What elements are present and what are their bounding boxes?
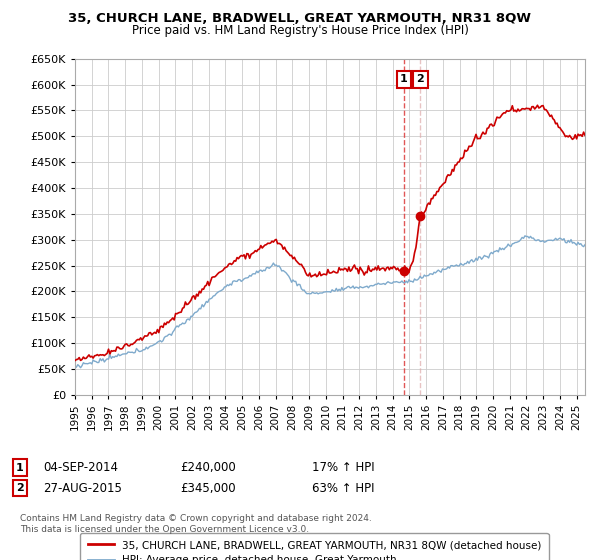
Text: Contains HM Land Registry data © Crown copyright and database right 2024.: Contains HM Land Registry data © Crown c… <box>20 514 371 523</box>
Text: This data is licensed under the Open Government Licence v3.0.: This data is licensed under the Open Gov… <box>20 525 309 534</box>
Text: 63% ↑ HPI: 63% ↑ HPI <box>312 482 374 495</box>
Text: 1: 1 <box>400 74 408 85</box>
Text: 35, CHURCH LANE, BRADWELL, GREAT YARMOUTH, NR31 8QW: 35, CHURCH LANE, BRADWELL, GREAT YARMOUT… <box>68 12 532 25</box>
Text: 2: 2 <box>16 483 23 493</box>
Text: 17% ↑ HPI: 17% ↑ HPI <box>312 461 374 474</box>
Text: 27-AUG-2015: 27-AUG-2015 <box>43 482 122 495</box>
Text: £345,000: £345,000 <box>180 482 236 495</box>
Text: 04-SEP-2014: 04-SEP-2014 <box>43 461 118 474</box>
Text: £240,000: £240,000 <box>180 461 236 474</box>
Text: 1: 1 <box>16 463 23 473</box>
Text: 2: 2 <box>416 74 424 85</box>
Legend: 35, CHURCH LANE, BRADWELL, GREAT YARMOUTH, NR31 8QW (detached house), HPI: Avera: 35, CHURCH LANE, BRADWELL, GREAT YARMOUT… <box>80 533 548 560</box>
Text: Price paid vs. HM Land Registry's House Price Index (HPI): Price paid vs. HM Land Registry's House … <box>131 24 469 37</box>
